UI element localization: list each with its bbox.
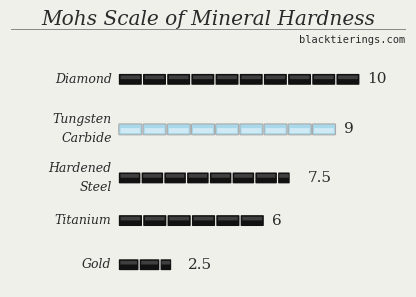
FancyBboxPatch shape [211, 174, 230, 178]
FancyBboxPatch shape [314, 75, 334, 79]
FancyBboxPatch shape [187, 173, 209, 183]
Text: Mohs Scale of Mineral Hardness: Mohs Scale of Mineral Hardness [41, 10, 375, 29]
FancyBboxPatch shape [210, 173, 231, 183]
FancyBboxPatch shape [145, 75, 164, 79]
FancyBboxPatch shape [143, 215, 166, 226]
FancyBboxPatch shape [240, 124, 263, 135]
FancyBboxPatch shape [279, 174, 289, 178]
FancyBboxPatch shape [119, 173, 140, 183]
Text: 7.5: 7.5 [308, 171, 332, 185]
FancyBboxPatch shape [312, 74, 335, 85]
FancyBboxPatch shape [141, 173, 163, 183]
FancyBboxPatch shape [314, 128, 334, 133]
FancyBboxPatch shape [189, 174, 207, 178]
Text: Diamond: Diamond [55, 73, 111, 86]
FancyBboxPatch shape [193, 75, 213, 79]
FancyBboxPatch shape [278, 173, 290, 183]
Text: Titanium: Titanium [55, 214, 111, 227]
FancyBboxPatch shape [169, 75, 188, 79]
FancyBboxPatch shape [240, 74, 262, 85]
FancyBboxPatch shape [216, 215, 240, 226]
FancyBboxPatch shape [241, 75, 261, 79]
FancyBboxPatch shape [164, 173, 186, 183]
FancyBboxPatch shape [290, 75, 310, 79]
FancyBboxPatch shape [121, 174, 139, 178]
FancyBboxPatch shape [120, 261, 137, 265]
FancyBboxPatch shape [140, 259, 159, 270]
FancyBboxPatch shape [119, 74, 142, 85]
FancyBboxPatch shape [141, 261, 158, 265]
FancyBboxPatch shape [169, 128, 188, 133]
FancyBboxPatch shape [242, 128, 261, 133]
FancyBboxPatch shape [288, 124, 311, 135]
FancyBboxPatch shape [169, 217, 189, 220]
FancyBboxPatch shape [166, 174, 184, 178]
FancyBboxPatch shape [121, 75, 140, 79]
FancyBboxPatch shape [337, 74, 359, 85]
Text: 2.5: 2.5 [188, 258, 212, 272]
Text: blacktierings.com: blacktierings.com [299, 35, 405, 45]
FancyBboxPatch shape [143, 174, 161, 178]
FancyBboxPatch shape [192, 215, 215, 226]
FancyBboxPatch shape [119, 259, 139, 270]
FancyBboxPatch shape [215, 124, 239, 135]
FancyBboxPatch shape [191, 74, 214, 85]
FancyBboxPatch shape [167, 124, 190, 135]
Text: Hardened: Hardened [49, 162, 111, 175]
Text: 6: 6 [272, 214, 282, 228]
FancyBboxPatch shape [215, 74, 238, 85]
Text: 9: 9 [344, 122, 353, 136]
FancyBboxPatch shape [338, 75, 358, 79]
FancyBboxPatch shape [243, 217, 262, 220]
FancyBboxPatch shape [265, 75, 285, 79]
FancyBboxPatch shape [264, 124, 287, 135]
Text: Gold: Gold [82, 258, 111, 271]
FancyBboxPatch shape [167, 74, 190, 85]
FancyBboxPatch shape [121, 217, 140, 220]
FancyBboxPatch shape [121, 128, 140, 133]
FancyBboxPatch shape [266, 128, 285, 133]
FancyBboxPatch shape [145, 217, 165, 220]
FancyBboxPatch shape [233, 173, 254, 183]
FancyBboxPatch shape [218, 217, 238, 220]
FancyBboxPatch shape [255, 173, 277, 183]
FancyBboxPatch shape [119, 215, 142, 226]
FancyBboxPatch shape [257, 174, 275, 178]
FancyBboxPatch shape [191, 124, 215, 135]
FancyBboxPatch shape [234, 174, 253, 178]
FancyBboxPatch shape [312, 124, 336, 135]
FancyBboxPatch shape [241, 215, 264, 226]
FancyBboxPatch shape [168, 215, 191, 226]
FancyBboxPatch shape [193, 217, 213, 220]
Text: Steel: Steel [79, 181, 111, 194]
FancyBboxPatch shape [143, 74, 166, 85]
FancyBboxPatch shape [161, 259, 171, 270]
FancyBboxPatch shape [288, 74, 311, 85]
FancyBboxPatch shape [119, 124, 142, 135]
FancyBboxPatch shape [218, 128, 237, 133]
Text: Carbide: Carbide [61, 132, 111, 145]
Text: 10: 10 [367, 72, 387, 86]
FancyBboxPatch shape [145, 128, 164, 133]
FancyBboxPatch shape [161, 261, 170, 265]
FancyBboxPatch shape [217, 75, 237, 79]
FancyBboxPatch shape [290, 128, 310, 133]
FancyBboxPatch shape [143, 124, 166, 135]
FancyBboxPatch shape [193, 128, 213, 133]
Text: Tungsten: Tungsten [52, 113, 111, 127]
FancyBboxPatch shape [264, 74, 287, 85]
